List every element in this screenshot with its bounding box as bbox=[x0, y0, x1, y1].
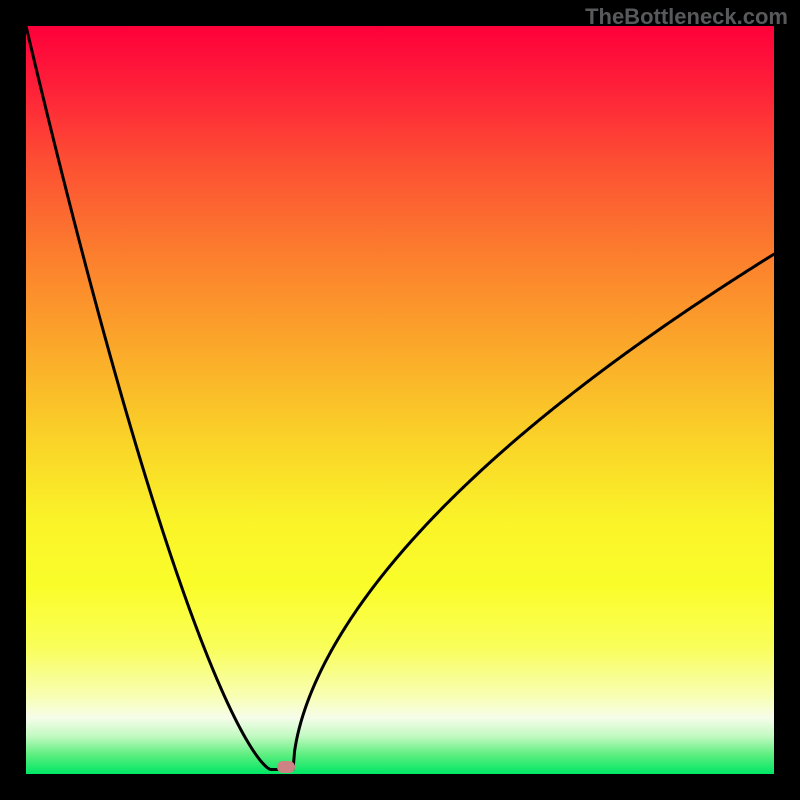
plot-svg bbox=[26, 26, 774, 774]
apex-marker bbox=[277, 761, 295, 773]
watermark-text: TheBottleneck.com bbox=[585, 4, 788, 30]
bottleneck-curve bbox=[26, 26, 774, 770]
plot-area bbox=[26, 26, 774, 774]
chart-container: TheBottleneck.com bbox=[0, 0, 800, 800]
